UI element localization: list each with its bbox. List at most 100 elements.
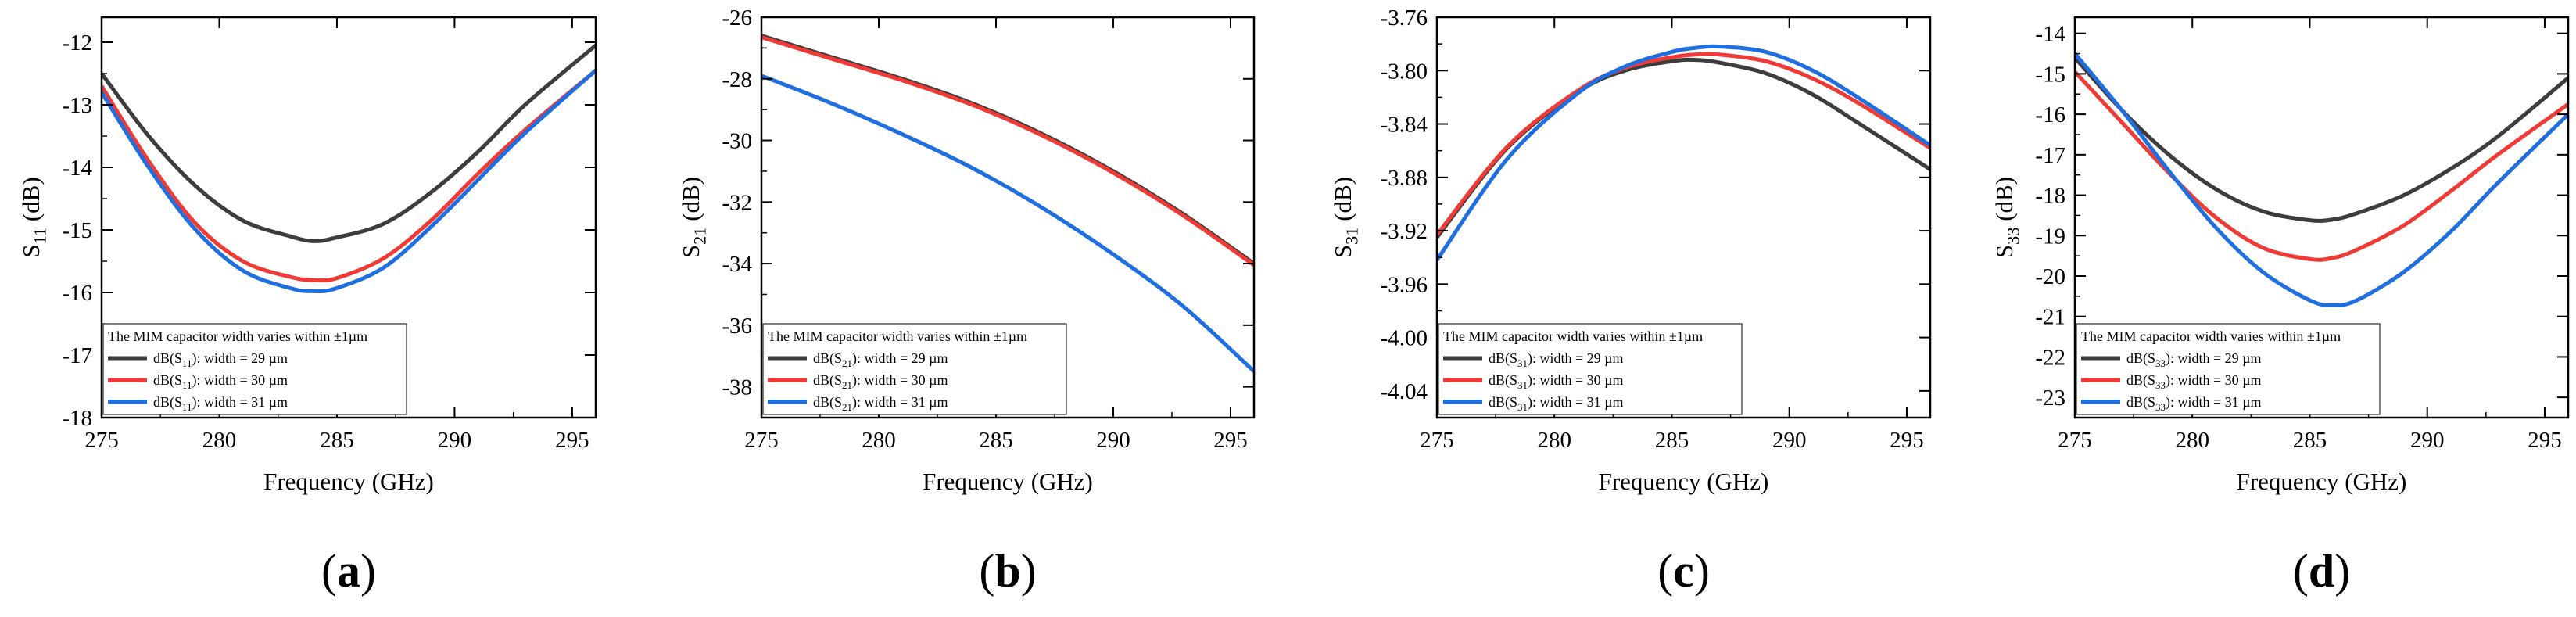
x-tick-label: 290 <box>1096 428 1130 453</box>
axes-frame <box>100 16 597 419</box>
chart-panel-a: 275 280 285 290 295 -18 -17 -16 -15 -14 -13 -12 Freq… <box>17 16 597 597</box>
x-tick-label: 275 <box>2058 428 2092 453</box>
series-line-3 <box>102 69 596 293</box>
x-tick-label: 295 <box>2528 428 2562 453</box>
x-tick-label: 275 <box>1420 428 1454 453</box>
panel-label: (a) <box>321 545 376 597</box>
legend-title: The MIM capacitor width varies within ±1… <box>768 328 1027 344</box>
panel-label: (c) <box>1657 545 1710 597</box>
y-tick-label: -21 <box>2035 305 2065 330</box>
legend: The MIM capacitor width varies within ±1… <box>1438 323 1743 415</box>
series-line-3 <box>1437 44 1930 262</box>
y-tick-label: -32 <box>722 190 752 215</box>
y-axis-label-text: S21 (dB) <box>677 177 710 258</box>
axes-frame <box>1435 16 1932 419</box>
y-tick-label: -3.92 <box>1381 219 1428 244</box>
series-line-3 <box>761 74 1254 373</box>
legend-box <box>102 323 407 415</box>
y-tick-label: -3.84 <box>1381 113 1428 138</box>
x-tick-label: 285 <box>979 428 1013 453</box>
x-axis-label: Frequency (GHz) <box>1599 468 1769 495</box>
chart-panel-b: 275 280 285 290 295 -38 -36 -34 -32 -30 -28 -26 Freq… <box>677 5 1256 597</box>
y-axis-label: S11 (dB) <box>17 177 50 257</box>
series-line-2 <box>2075 70 2568 262</box>
y-axis-label-text: S11 (dB) <box>17 177 50 257</box>
x-tick-label: 275 <box>744 428 779 453</box>
x-tick-label: 285 <box>1655 428 1689 453</box>
legend-entry-label: dB(S21): width = 31 µm <box>813 394 948 413</box>
y-tick-label: -3.96 <box>1381 272 1428 297</box>
x-tick-label: 285 <box>2293 428 2327 453</box>
x-tick-label: 290 <box>438 428 472 453</box>
x-tick-label: 280 <box>1537 428 1571 453</box>
legend-entry-label: dB(S11): width = 30 µm <box>153 372 288 391</box>
y-tick-label: -17 <box>62 343 92 368</box>
y-tick-label: -18 <box>62 406 92 431</box>
series-line-2 <box>1437 52 1930 236</box>
y-tick-label: -19 <box>2035 224 2065 249</box>
legend-entry-label: dB(S33): width = 30 µm <box>2126 372 2262 391</box>
y-tick-label: -13 <box>62 93 92 118</box>
y-axis-label: S21 (dB) <box>677 177 710 258</box>
y-tick-label: -38 <box>722 375 752 400</box>
x-tick-label: 290 <box>2410 428 2445 453</box>
y-tick-label: -16 <box>2035 102 2065 127</box>
series-line-2 <box>761 35 1254 267</box>
series-line-3 <box>2075 52 2568 307</box>
series-line-1 <box>1437 57 1930 239</box>
x-tick-label: 290 <box>1772 428 1807 453</box>
legend-entry-label: dB(S33): width = 31 µm <box>2126 394 2262 413</box>
x-tick-label: 295 <box>555 428 589 453</box>
x-tick-label: 295 <box>1890 428 1924 453</box>
y-axis-label: S33 (dB) <box>1990 177 2023 258</box>
x-tick-label: 295 <box>1213 428 1248 453</box>
legend-entry-label: dB(S31): width = 29 µm <box>1489 350 1624 369</box>
series-line-2 <box>102 69 596 283</box>
legend: The MIM capacitor width varies within ±1… <box>102 323 407 415</box>
y-tick-label: -28 <box>722 67 752 92</box>
y-tick-label: -18 <box>2035 184 2065 209</box>
y-tick-label: -3.88 <box>1381 166 1428 191</box>
x-tick-label: 280 <box>2175 428 2209 453</box>
legend-entry-label: dB(S31): width = 30 µm <box>1489 372 1624 391</box>
y-tick-label: -34 <box>722 252 752 277</box>
legend-title: The MIM capacitor width varies within ±1… <box>1443 328 1703 344</box>
chart-panel-d: 275 280 285 290 295 -23 -22 -21 -20 -19 -18 -17 -16 -… <box>1990 16 2570 597</box>
legend-box <box>762 323 1067 415</box>
x-axis-label: Frequency (GHz) <box>923 468 1093 495</box>
series-line-1 <box>102 44 596 243</box>
legend-entry-label: dB(S11): width = 31 µm <box>153 394 288 413</box>
panel-label: (d) <box>2293 545 2350 597</box>
y-tick-label: -22 <box>2035 345 2065 370</box>
y-tick-label: -14 <box>62 156 92 181</box>
legend: The MIM capacitor width varies within ±1… <box>2076 323 2381 415</box>
y-tick-label: -4.04 <box>1381 379 1428 404</box>
y-tick-label: -23 <box>2035 386 2065 411</box>
legend-title: The MIM capacitor width varies within ±1… <box>108 328 367 344</box>
y-tick-label: -4.00 <box>1381 326 1428 351</box>
axes-frame <box>760 16 1256 419</box>
legend-entry-label: dB(S21): width = 30 µm <box>813 372 948 391</box>
y-tick-label: -15 <box>2035 62 2065 87</box>
x-tick-label: 285 <box>320 428 354 453</box>
y-tick-label: -16 <box>62 281 92 306</box>
x-axis-label: Frequency (GHz) <box>2237 468 2407 495</box>
y-tick-label: -36 <box>722 314 752 339</box>
legend-title: The MIM capacitor width varies within ±1… <box>2081 328 2341 344</box>
legend: The MIM capacitor width varies within ±1… <box>762 323 1067 415</box>
legend-entry-label: dB(S11): width = 29 µm <box>153 350 288 369</box>
axes-frame <box>2073 16 2570 419</box>
panel-label: (b) <box>979 545 1036 597</box>
x-axis-label: Frequency (GHz) <box>263 468 434 495</box>
y-tick-label: -3.80 <box>1381 59 1428 84</box>
y-axis-label-text: S33 (dB) <box>1990 177 2023 258</box>
y-tick-label: -12 <box>62 30 92 56</box>
x-tick-label: 275 <box>84 428 119 453</box>
legend-box <box>1438 323 1743 415</box>
y-tick-label: -17 <box>2035 143 2065 168</box>
y-axis-label: S31 (dB) <box>1329 177 1362 258</box>
y-tick-label: -3.76 <box>1381 5 1428 30</box>
series-line-1 <box>761 34 1254 266</box>
y-tick-label: -30 <box>722 129 752 154</box>
